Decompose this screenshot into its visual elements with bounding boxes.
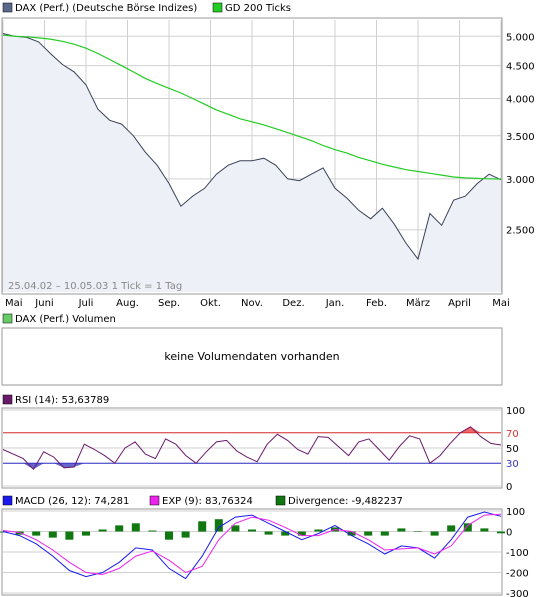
- rsi-panel: RSI (14): 53,63789 100 70 50 30 0: [1, 394, 525, 493]
- rsi-y-tick-label: 50: [506, 444, 519, 455]
- rsi-y-axis: 100 70 50 30 0: [506, 406, 525, 493]
- divergence-bar: [82, 531, 90, 536]
- month-tick-label: Sep.: [158, 298, 180, 309]
- month-axis: Mai Juni Juli Aug. Sep. Okt. Nov. Dez. Jan. Feb. M…: [5, 298, 510, 309]
- volume-legend-label: DAX (Perf.) Volumen: [15, 314, 116, 325]
- macd-y-tick-label: 100: [506, 507, 525, 518]
- rsi-legend-swatch: [2, 394, 13, 405]
- month-tick-label: Juni: [34, 298, 53, 309]
- macd-y-tick-label: -100: [506, 548, 529, 559]
- divergence-bar: [430, 531, 439, 536]
- price-y-tick-label: 4.500: [506, 62, 535, 73]
- macd-legend-label: MACD (26, 12): 74,281: [15, 496, 129, 507]
- divergence-bar: [65, 531, 74, 540]
- price-legend-label-1: DAX (Perf.) (Deutsche Börse Indizes): [15, 3, 197, 14]
- divergence-bar: [480, 528, 489, 532]
- divergence-bar: [15, 531, 24, 535]
- divergence-bars: [0, 519, 505, 540]
- range-note: 25.04.02 – 10.05.03 1 Tick = 1 Tag: [8, 281, 182, 292]
- divergence-bar: [463, 523, 472, 532]
- price-panel: DAX (Perf.) (Deutsche Börse Indizes) GD …: [1, 2, 535, 309]
- price-series-line: [2, 33, 502, 261]
- divergence-bar: [264, 531, 273, 535]
- rsi-y-tick-label: 0: [506, 482, 512, 493]
- volume-empty-message: keine Volumendaten vorhanden: [164, 350, 339, 363]
- rsi-legend-label: RSI (14): 53,63789: [15, 395, 109, 406]
- price-area-fill: [3, 33, 501, 292]
- price-y-tick-label: 3.500: [506, 132, 535, 143]
- month-tick-label: Dez.: [282, 298, 304, 309]
- volume-legend-swatch: [2, 313, 13, 324]
- macd-y-tick-label: -300: [506, 589, 529, 597]
- month-tick-label: Okt.: [200, 298, 221, 309]
- price-y-tick-label: 5.000: [506, 32, 535, 43]
- divergence-bar: [447, 525, 456, 532]
- divergence-bar: [32, 531, 41, 536]
- divergence-legend-label: Divergence: -9,482237: [288, 496, 403, 507]
- divergence-bar: [198, 521, 207, 532]
- macd-y-tick-label: 0: [506, 528, 512, 539]
- exp-legend-label: EXP (9): 83,76324: [162, 496, 253, 507]
- macd-panel: MACD (26, 12): 74,281 EXP (9): 83,76324 …: [0, 495, 529, 597]
- exp-series-line: [2, 513, 502, 576]
- divergence-bar: [497, 531, 505, 534]
- divergence-bar: [214, 519, 223, 532]
- gd200-series-line: [2, 34, 502, 180]
- divergence-bar: [397, 528, 406, 532]
- divergence-legend-swatch: [275, 495, 286, 506]
- month-tick-label: Jan.: [325, 298, 345, 309]
- rsi-y-tick-label: 100: [506, 406, 525, 417]
- divergence-bar: [364, 531, 373, 536]
- month-tick-label: März: [406, 298, 430, 309]
- divergence-bar: [48, 531, 57, 538]
- macd-y-tick-label: -200: [506, 569, 529, 580]
- price-y-tick-label: 3.000: [506, 175, 535, 186]
- divergence-bar: [148, 530, 157, 532]
- volume-panel: DAX (Perf.) Volumen keine Volumendaten v…: [1, 313, 503, 386]
- price-legend-swatch-1: [2, 2, 13, 13]
- month-tick-label: April: [448, 298, 471, 309]
- month-tick-label: Mai: [492, 298, 510, 309]
- price-y-tick-label: 2.500: [506, 226, 535, 237]
- month-tick-label: Feb.: [366, 298, 387, 309]
- price-legend-swatch-2: [212, 2, 223, 13]
- month-tick-label: Nov.: [241, 298, 263, 309]
- divergence-bar: [181, 531, 190, 538]
- price-y-tick-label: 4.000: [506, 95, 535, 106]
- rsi-y-tick-label: 70: [506, 429, 519, 440]
- macd-legend-swatch: [2, 495, 13, 506]
- rsi-y-tick-label: 30: [506, 459, 519, 470]
- month-tick-label: Mai: [5, 298, 23, 309]
- rsi-series-line: [2, 426, 502, 471]
- divergence-bar: [281, 531, 290, 536]
- divergence-bar: [248, 529, 256, 532]
- divergence-bar: [131, 523, 140, 532]
- divergence-bar: [98, 529, 107, 532]
- divergence-bar: [165, 531, 173, 540]
- price-legend-label-2: GD 200 Ticks: [225, 3, 291, 14]
- macd-y-axis: 100 0 -100 -200 -300: [506, 507, 529, 597]
- divergence-bar: [115, 525, 124, 532]
- month-tick-label: Juli: [78, 298, 94, 309]
- divergence-bar: [297, 531, 306, 536]
- divergence-bar: [380, 531, 389, 536]
- exp-legend-swatch: [149, 495, 160, 506]
- price-y-axis: 5.000 4.500 4.000 3.500 3.000 2.500: [506, 32, 535, 236]
- divergence-bar: [231, 525, 240, 532]
- divergence-bar: [414, 531, 422, 532]
- divergence-bar: [347, 531, 356, 536]
- month-tick-label: Aug.: [116, 298, 139, 309]
- divergence-bar: [314, 529, 323, 532]
- volume-plot-frame: [1, 327, 503, 386]
